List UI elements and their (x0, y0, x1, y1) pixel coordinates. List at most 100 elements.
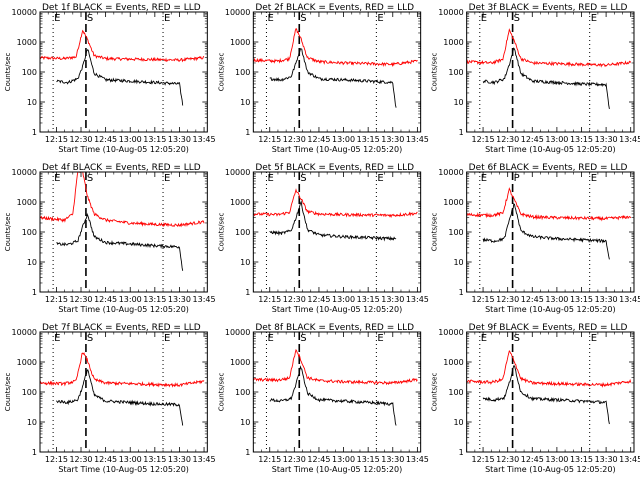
time-marker-label: E (481, 13, 487, 24)
time-marker-label: E (591, 173, 597, 184)
x-tick-label: 13:00 (332, 455, 355, 464)
x-tick-label: 13:15 (570, 135, 593, 144)
plot-frame (39, 331, 208, 453)
time-marker-label: E (377, 13, 383, 24)
y-tick-label: 1 (459, 448, 464, 457)
y-tick-label: 1000 (443, 198, 463, 207)
y-axis-label: Counts/sec (217, 53, 225, 92)
y-tick-label: 100 (235, 388, 250, 397)
time-marker-label: E (377, 173, 383, 184)
x-tick-label: 12:30 (283, 135, 306, 144)
y-tick-label: 10 (453, 418, 463, 427)
time-marker-label: E (164, 333, 170, 344)
x-tick-label: 12:45 (521, 455, 544, 464)
y-tick-label: 100 (22, 388, 37, 397)
series-events-line (482, 365, 610, 425)
x-tick-label: 13:30 (595, 295, 618, 304)
time-marker-label: E (267, 333, 273, 344)
y-tick-label: 10000 (438, 8, 463, 17)
x-tick-label: 13:30 (595, 455, 618, 464)
series-lld-line (40, 29, 205, 63)
x-axis-label: Start Time (10-Aug-05 12:05:20) (485, 465, 616, 474)
x-tick-label: 13:15 (143, 295, 166, 304)
y-tick-label: 10000 (12, 168, 37, 177)
panel-1: Det 1f BLACK = Events, RED = LLD Counts/s… (4, 3, 216, 154)
x-tick-label: 13:00 (545, 455, 568, 464)
panel-3: Det 3f BLACK = Events, RED = LLD Counts/s… (431, 3, 640, 154)
x-tick-label: 13:00 (119, 135, 142, 144)
x-tick-label: 12:15 (45, 295, 68, 304)
x-axis-label: Start Time (10-Aug-05 12:05:20) (58, 305, 189, 314)
y-tick-label: 10 (453, 258, 463, 267)
x-tick-label: 12:15 (45, 455, 68, 464)
y-axis-label: Counts/sec (431, 53, 439, 92)
plot-frame (252, 11, 422, 133)
panel-title: Det 6f BLACK = Events, RED = LLD (469, 163, 628, 173)
time-marker-label: S (300, 173, 306, 184)
y-axis-label: Counts/sec (431, 373, 439, 412)
time-marker-label: S (300, 13, 306, 24)
x-tick-label: 13:45 (406, 295, 429, 304)
x-tick-label: 13:15 (570, 455, 593, 464)
plot-frame (252, 331, 422, 453)
x-tick-label: 13:00 (545, 295, 568, 304)
x-tick-label: 13:00 (119, 455, 142, 464)
y-axis-label: Counts/sec (4, 373, 12, 412)
y-tick-label: 100 (22, 228, 37, 237)
series-lld-line (253, 28, 418, 68)
x-tick-label: 13:45 (619, 135, 640, 144)
time-marker-label: E (591, 13, 597, 24)
series-lld-line (253, 348, 418, 386)
time-marker-label: E (54, 333, 60, 344)
x-tick-label: 12:45 (307, 135, 330, 144)
y-tick-label: 1 (459, 288, 464, 297)
series-lld-line (466, 350, 632, 388)
panel-6: Det 6f BLACK = Events, RED = LLD Counts/s… (431, 163, 640, 314)
series-events-line (56, 212, 184, 271)
x-tick-label: 13:15 (570, 295, 593, 304)
y-tick-label: 10 (27, 98, 37, 107)
x-tick-label: 12:45 (521, 295, 544, 304)
series-events-line (482, 47, 610, 109)
x-tick-label: 12:15 (258, 455, 281, 464)
plot-frame (466, 11, 635, 133)
x-tick-label: 12:30 (69, 135, 92, 144)
x-tick-label: 12:30 (69, 295, 92, 304)
panel-5: Det 5f BLACK = Events, RED = LLD Counts/s… (217, 163, 429, 314)
panel-title: Det 3f BLACK = Events, RED = LLD (469, 3, 628, 13)
y-tick-label: 100 (235, 68, 250, 77)
y-tick-label: 100 (235, 228, 250, 237)
series-events-line (56, 369, 184, 426)
plot-frame (466, 171, 635, 293)
panel-title: Det 9f BLACK = Events, RED = LLD (469, 323, 628, 333)
x-tick-label: 13:15 (357, 455, 380, 464)
x-tick-label: 12:15 (258, 135, 281, 144)
time-marker-label: E (591, 333, 597, 344)
series-events-line (269, 200, 397, 242)
series-events-line (482, 203, 610, 260)
x-tick-label: 13:30 (168, 295, 191, 304)
x-tick-label: 13:00 (332, 295, 355, 304)
x-axis-label: Start Time (10-Aug-05 12:05:20) (272, 305, 403, 314)
x-tick-label: 13:15 (143, 455, 166, 464)
x-axis-label: Start Time (10-Aug-05 12:05:20) (58, 145, 189, 154)
series-lld-line (466, 187, 632, 222)
y-tick-label: 1 (32, 288, 37, 297)
panel-7: Det 7f BLACK = Events, RED = LLD Counts/s… (4, 323, 216, 474)
x-tick-label: 13:30 (168, 455, 191, 464)
time-marker-label: P (514, 173, 520, 184)
panel-title: Det 5f BLACK = Events, RED = LLD (255, 163, 414, 173)
y-tick-label: 1 (245, 448, 250, 457)
x-tick-label: 13:15 (357, 295, 380, 304)
y-tick-label: 10 (27, 418, 37, 427)
x-tick-label: 12:30 (69, 455, 92, 464)
y-axis-label: Counts/sec (4, 213, 12, 252)
x-axis-label: Start Time (10-Aug-05 12:05:20) (272, 145, 403, 154)
x-tick-label: 13:30 (595, 135, 618, 144)
time-marker-label: S (87, 173, 93, 184)
time-marker-label: E (54, 173, 60, 184)
y-tick-label: 10 (27, 258, 37, 267)
series-lld-line (40, 172, 205, 228)
